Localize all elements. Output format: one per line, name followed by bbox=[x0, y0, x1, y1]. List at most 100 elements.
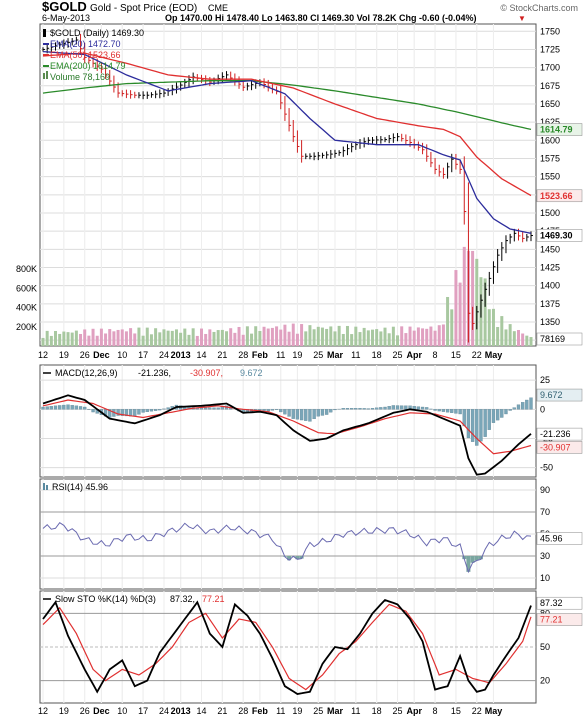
volume-tick-label: 200K bbox=[16, 322, 37, 332]
macd-hist-bar bbox=[295, 409, 300, 420]
watermark: © StockCharts.com bbox=[500, 3, 578, 13]
volume-bar bbox=[275, 326, 279, 346]
volume-bar bbox=[266, 328, 270, 346]
x-label-top: 21 bbox=[217, 350, 227, 360]
macd-hist-bar bbox=[466, 409, 471, 439]
volume-bar bbox=[487, 309, 491, 346]
price-tag-box bbox=[536, 229, 583, 242]
ema200-line bbox=[42, 80, 532, 131]
volume-bar bbox=[70, 332, 74, 346]
x-label-bottom: 19 bbox=[292, 706, 302, 716]
legend-volume: Volume 78,169 bbox=[50, 72, 110, 82]
x-label-bottom: 15 bbox=[451, 706, 461, 716]
price-bars bbox=[42, 33, 533, 343]
volume-bar bbox=[91, 328, 95, 346]
x-label-top: 8 bbox=[433, 350, 438, 360]
volume-tag: 78169 bbox=[540, 334, 565, 344]
price-panel bbox=[39, 23, 537, 347]
macd-hist-bar bbox=[491, 409, 496, 423]
macd-hist-bar bbox=[391, 405, 396, 410]
volume-bar bbox=[295, 333, 299, 346]
macd-legend-value: -21.236, bbox=[138, 368, 171, 378]
x-label-top: Mar bbox=[327, 350, 344, 360]
volume-bar bbox=[233, 332, 237, 346]
volume-bar bbox=[529, 337, 533, 346]
ema50-tag-box bbox=[536, 189, 583, 203]
rsi-value-tag-box bbox=[536, 532, 583, 545]
ema50-line bbox=[42, 52, 532, 197]
price-tick-label: 1700 bbox=[540, 63, 560, 73]
volume-bar bbox=[325, 328, 329, 346]
volume-bar bbox=[412, 330, 416, 346]
x-label-top: 12 bbox=[38, 350, 48, 360]
macd-hist-bar bbox=[116, 409, 120, 416]
axis-labels: 1750172517001675165016251600157515501525… bbox=[16, 26, 583, 716]
rsi-line bbox=[42, 522, 532, 574]
macd-hist-bar bbox=[153, 409, 158, 411]
volume-bar bbox=[358, 332, 362, 346]
volume-bar bbox=[124, 331, 128, 346]
volume-bar bbox=[145, 327, 149, 346]
macd-legend: MACD(12,26,9) -21.236, -30.907, 9.672 bbox=[43, 368, 263, 378]
volume-bar bbox=[375, 329, 379, 346]
volume-tag-box bbox=[536, 332, 583, 346]
price-tag: 1469.30 bbox=[540, 230, 573, 240]
volume-bar bbox=[458, 282, 462, 346]
volume-bar bbox=[162, 329, 166, 346]
x-label-top: 11 bbox=[276, 350, 285, 360]
legend-ema20: EMA(20) 1472.70 bbox=[50, 39, 121, 49]
ema-lines bbox=[42, 50, 532, 234]
macd-hist-bar bbox=[120, 409, 124, 416]
macd-hist-bar bbox=[137, 409, 141, 415]
x-label-bottom: 25 bbox=[393, 706, 403, 716]
macd-hist-bar bbox=[312, 409, 316, 420]
volume-bar bbox=[333, 331, 337, 346]
macd-hist-tag: 9.672 bbox=[540, 390, 563, 400]
volume-bar bbox=[462, 246, 466, 346]
price-tick-label: 1450 bbox=[540, 244, 560, 254]
volume-bar bbox=[354, 326, 358, 346]
rsi-tick-label: 30 bbox=[540, 551, 550, 561]
macd-value-tag: -21.236 bbox=[540, 429, 571, 439]
macd-hist-bar bbox=[349, 408, 354, 410]
price-tick-label: 1550 bbox=[540, 172, 560, 182]
volume-bar bbox=[500, 316, 504, 346]
macd-hist-bar bbox=[204, 407, 208, 410]
macd-hist-bar bbox=[329, 409, 333, 413]
volume-bar bbox=[304, 331, 308, 346]
volume-bar bbox=[104, 333, 108, 346]
macd-signal-tag-box bbox=[536, 441, 583, 454]
volume-bar bbox=[41, 337, 45, 346]
macd-hist-bar bbox=[279, 409, 283, 413]
volume-bar bbox=[199, 328, 203, 346]
volume-bar bbox=[341, 333, 345, 346]
sto-legend-name: Slow STO %K(14) %D(3) bbox=[55, 594, 156, 604]
ema50-tag: 1523.66 bbox=[540, 191, 573, 201]
macd-hist-bar bbox=[521, 402, 525, 410]
volume-bar bbox=[141, 335, 145, 346]
volume-bar bbox=[391, 326, 395, 346]
volume-bar bbox=[421, 328, 425, 346]
macd-hist-bar bbox=[516, 404, 521, 410]
macd-hist-bar bbox=[375, 407, 379, 410]
volume-bar bbox=[62, 331, 66, 346]
x-label-top: 10 bbox=[117, 350, 127, 360]
volume-bar bbox=[320, 327, 324, 346]
macd-hist-bar bbox=[262, 409, 266, 411]
price-tick-label: 1675 bbox=[540, 81, 560, 91]
volume-bar bbox=[262, 326, 266, 346]
volume-bar bbox=[404, 333, 408, 346]
volume-bar bbox=[191, 328, 195, 346]
macd-hist-bar bbox=[445, 409, 450, 413]
rsi-tick-label: 90 bbox=[540, 485, 550, 495]
volume-bar bbox=[379, 331, 383, 346]
x-label-bottom: Mar bbox=[327, 706, 344, 716]
ema200-tag-box bbox=[536, 123, 583, 136]
volume-bar bbox=[158, 332, 162, 346]
macd-hist-bar bbox=[78, 406, 83, 410]
instrument-name: Gold - Spot Price (EOD) bbox=[90, 3, 197, 14]
volume-bar bbox=[183, 328, 187, 346]
x-label-bottom: 18 bbox=[372, 706, 382, 716]
exchange-name: CME bbox=[208, 3, 228, 13]
x-label-bottom: 28 bbox=[238, 706, 248, 716]
